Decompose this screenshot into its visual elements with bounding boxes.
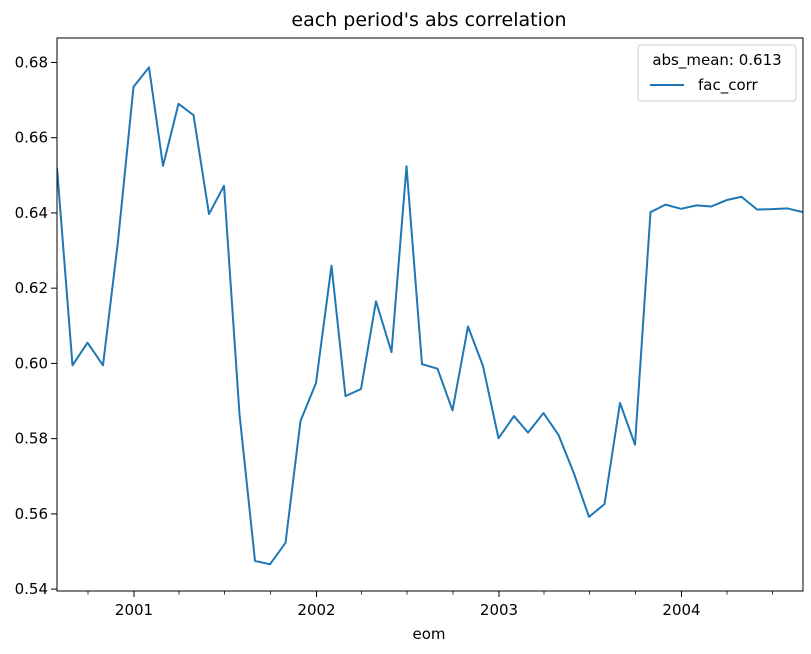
y-tick-label: 0.58 bbox=[15, 430, 48, 448]
x-axis: 2001 2002 2003 2004 bbox=[87, 591, 773, 619]
series-layer bbox=[57, 66, 803, 566]
y-axis: 0.54 0.56 0.58 0.60 0.62 0.64 0.66 0.68 bbox=[15, 53, 57, 598]
x-tick-label: 2003 bbox=[480, 601, 518, 619]
x-axis-label: eom bbox=[412, 625, 445, 643]
y-tick-label: 0.56 bbox=[15, 505, 48, 523]
plot-frame bbox=[56, 37, 804, 592]
y-tick-label: 0.54 bbox=[15, 580, 48, 598]
y-tick-label: 0.64 bbox=[15, 204, 48, 222]
y-tick-label: 0.60 bbox=[15, 354, 48, 372]
legend: abs_mean: 0.613 fac_corr bbox=[637, 44, 797, 102]
legend-title: abs_mean: 0.613 bbox=[652, 51, 781, 70]
x-tick-label: 2001 bbox=[115, 601, 153, 619]
legend-box bbox=[637, 44, 797, 102]
y-tick-label: 0.66 bbox=[15, 129, 48, 147]
x-tick-label: 2002 bbox=[297, 601, 335, 619]
legend-entry-fac-corr: fac_corr bbox=[698, 76, 759, 95]
x-tick-label: 2004 bbox=[662, 601, 700, 619]
y-tick-label: 0.68 bbox=[15, 53, 48, 71]
y-tick-label: 0.62 bbox=[15, 279, 48, 297]
series-line-fac-corr bbox=[57, 66, 803, 566]
chart-title: each period's abs correlation bbox=[291, 9, 566, 31]
